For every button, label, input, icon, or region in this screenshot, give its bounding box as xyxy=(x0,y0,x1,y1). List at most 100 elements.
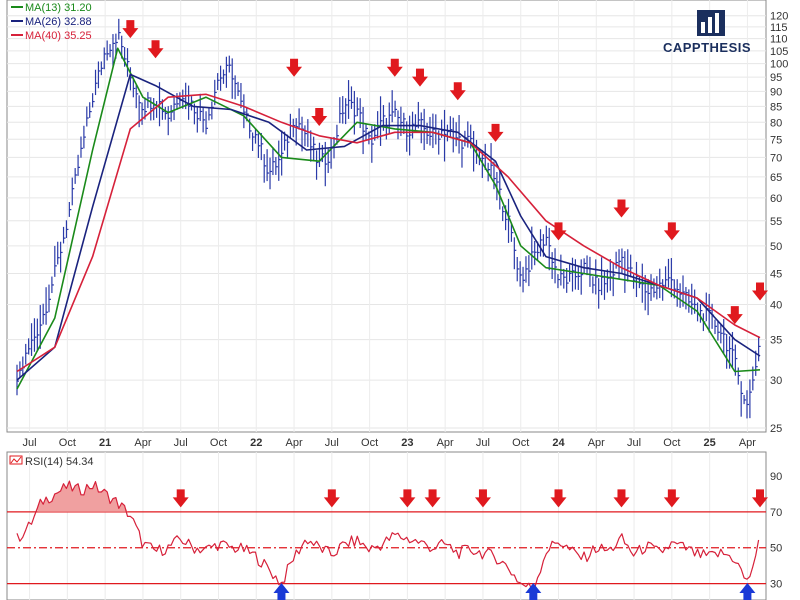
price-bar xyxy=(54,245,57,277)
price-bar xyxy=(516,256,520,282)
rsi-reference-lines xyxy=(7,511,766,585)
price-bar xyxy=(493,161,496,190)
price-bar xyxy=(263,154,267,183)
price-bar xyxy=(257,133,261,158)
rsi-x-gridlines xyxy=(29,452,748,600)
price-bar xyxy=(281,130,284,176)
price-x-tick-label: Oct xyxy=(59,437,76,449)
price-down-arrow xyxy=(752,282,768,301)
price-x-tick-label: Apr xyxy=(588,437,605,449)
price-bar xyxy=(423,108,427,151)
price-bar xyxy=(89,102,92,118)
price-bar xyxy=(449,116,453,137)
price-bar xyxy=(45,287,49,325)
price-bar xyxy=(65,220,69,238)
price-down-arrow-shape xyxy=(147,40,164,59)
rsi-overbought-area xyxy=(37,481,128,512)
rsi-down-arrow xyxy=(172,489,189,508)
price-bar xyxy=(205,111,209,135)
price-bar xyxy=(522,266,526,293)
rsi-up-arrow-shape xyxy=(525,583,542,600)
price-bar xyxy=(266,149,270,182)
rsi-y-tick-label: 30 xyxy=(770,579,782,591)
price-bar xyxy=(106,40,110,61)
price-bar xyxy=(182,89,185,109)
price-y-tick-label: 35 xyxy=(770,335,782,347)
rsi-down-arrow-shape xyxy=(663,489,680,508)
price-down-arrow xyxy=(449,82,466,101)
price-bar xyxy=(400,106,403,137)
price-bar xyxy=(621,248,624,274)
price-bar xyxy=(545,225,549,246)
price-bar xyxy=(420,112,424,144)
price-bar xyxy=(77,154,81,176)
price-bar xyxy=(57,241,60,265)
price-down-arrow xyxy=(663,222,680,241)
price-bar xyxy=(202,106,206,133)
price-bar xyxy=(551,252,555,280)
rsi-legend: RSI(14) 54.34 xyxy=(9,455,93,468)
price-bar xyxy=(141,102,145,125)
price-y-tick-label: 25 xyxy=(770,423,782,435)
price-bar xyxy=(726,334,729,369)
price-bar xyxy=(688,289,691,313)
price-bar xyxy=(164,106,168,120)
price-bar xyxy=(42,303,46,325)
price-bar xyxy=(51,276,54,294)
price-bar xyxy=(563,268,566,289)
price-x-tick-label: 22 xyxy=(250,437,262,449)
price-y-tick-label: 75 xyxy=(770,134,782,146)
price-bar xyxy=(525,256,528,283)
price-bar xyxy=(60,241,63,273)
price-bar xyxy=(292,118,296,138)
rsi-up-arrow xyxy=(273,583,290,600)
price-down-arrow-shape xyxy=(122,20,139,39)
rsi-up-arrow-shape xyxy=(739,583,756,600)
price-bar xyxy=(126,48,130,77)
price-bar xyxy=(80,136,83,158)
price-x-tick-labels: Jul Oct 21 Apr Jul Oct 22 Apr Jul Oct 23 Apr Jul Oct 2… xyxy=(23,437,757,449)
price-down-arrow-shape xyxy=(613,199,630,218)
price-bar xyxy=(499,170,502,210)
price-bar xyxy=(350,86,354,109)
price-bar xyxy=(243,94,246,129)
price-bar xyxy=(234,75,238,100)
price-bar xyxy=(534,240,537,266)
rsi-down-arrow xyxy=(323,489,340,508)
price-bar xyxy=(362,107,366,155)
price-bar xyxy=(699,304,703,323)
price-bar xyxy=(33,318,37,352)
price-x-tick-label: 24 xyxy=(552,437,565,449)
price-down-arrow-shape xyxy=(726,306,743,325)
price-x-tick-label: Apr xyxy=(739,437,756,449)
price-bar xyxy=(30,323,34,356)
price-bar xyxy=(74,168,78,184)
rsi-y-tick-labels: 30 50 70 90 xyxy=(770,471,782,591)
price-bar xyxy=(28,338,31,355)
rsi-overbought-fill xyxy=(37,481,128,512)
price-bar xyxy=(135,84,139,109)
ma-40-line xyxy=(16,93,761,373)
price-bar xyxy=(112,34,115,67)
price-bar xyxy=(86,106,89,127)
price-bar xyxy=(496,171,499,201)
price-bar xyxy=(388,102,392,135)
price-bar xyxy=(455,122,459,147)
price-x-tick-label: Oct xyxy=(663,437,680,449)
price-bar xyxy=(275,157,278,175)
price-bar xyxy=(467,121,470,148)
price-bar xyxy=(670,258,674,298)
rsi-up-arrow xyxy=(739,583,756,600)
price-bar xyxy=(132,78,136,98)
moving-average-lines xyxy=(16,47,761,390)
price-bar xyxy=(345,98,348,125)
price-down-arrow-shape xyxy=(752,282,768,301)
price-down-arrow-shape xyxy=(663,222,680,241)
price-down-arrow xyxy=(386,58,403,77)
price-bar xyxy=(298,108,302,130)
price-bar xyxy=(647,278,651,316)
price-bar xyxy=(734,344,738,376)
price-bar xyxy=(583,258,587,274)
price-bar xyxy=(723,318,726,354)
price-bar xyxy=(554,248,558,284)
